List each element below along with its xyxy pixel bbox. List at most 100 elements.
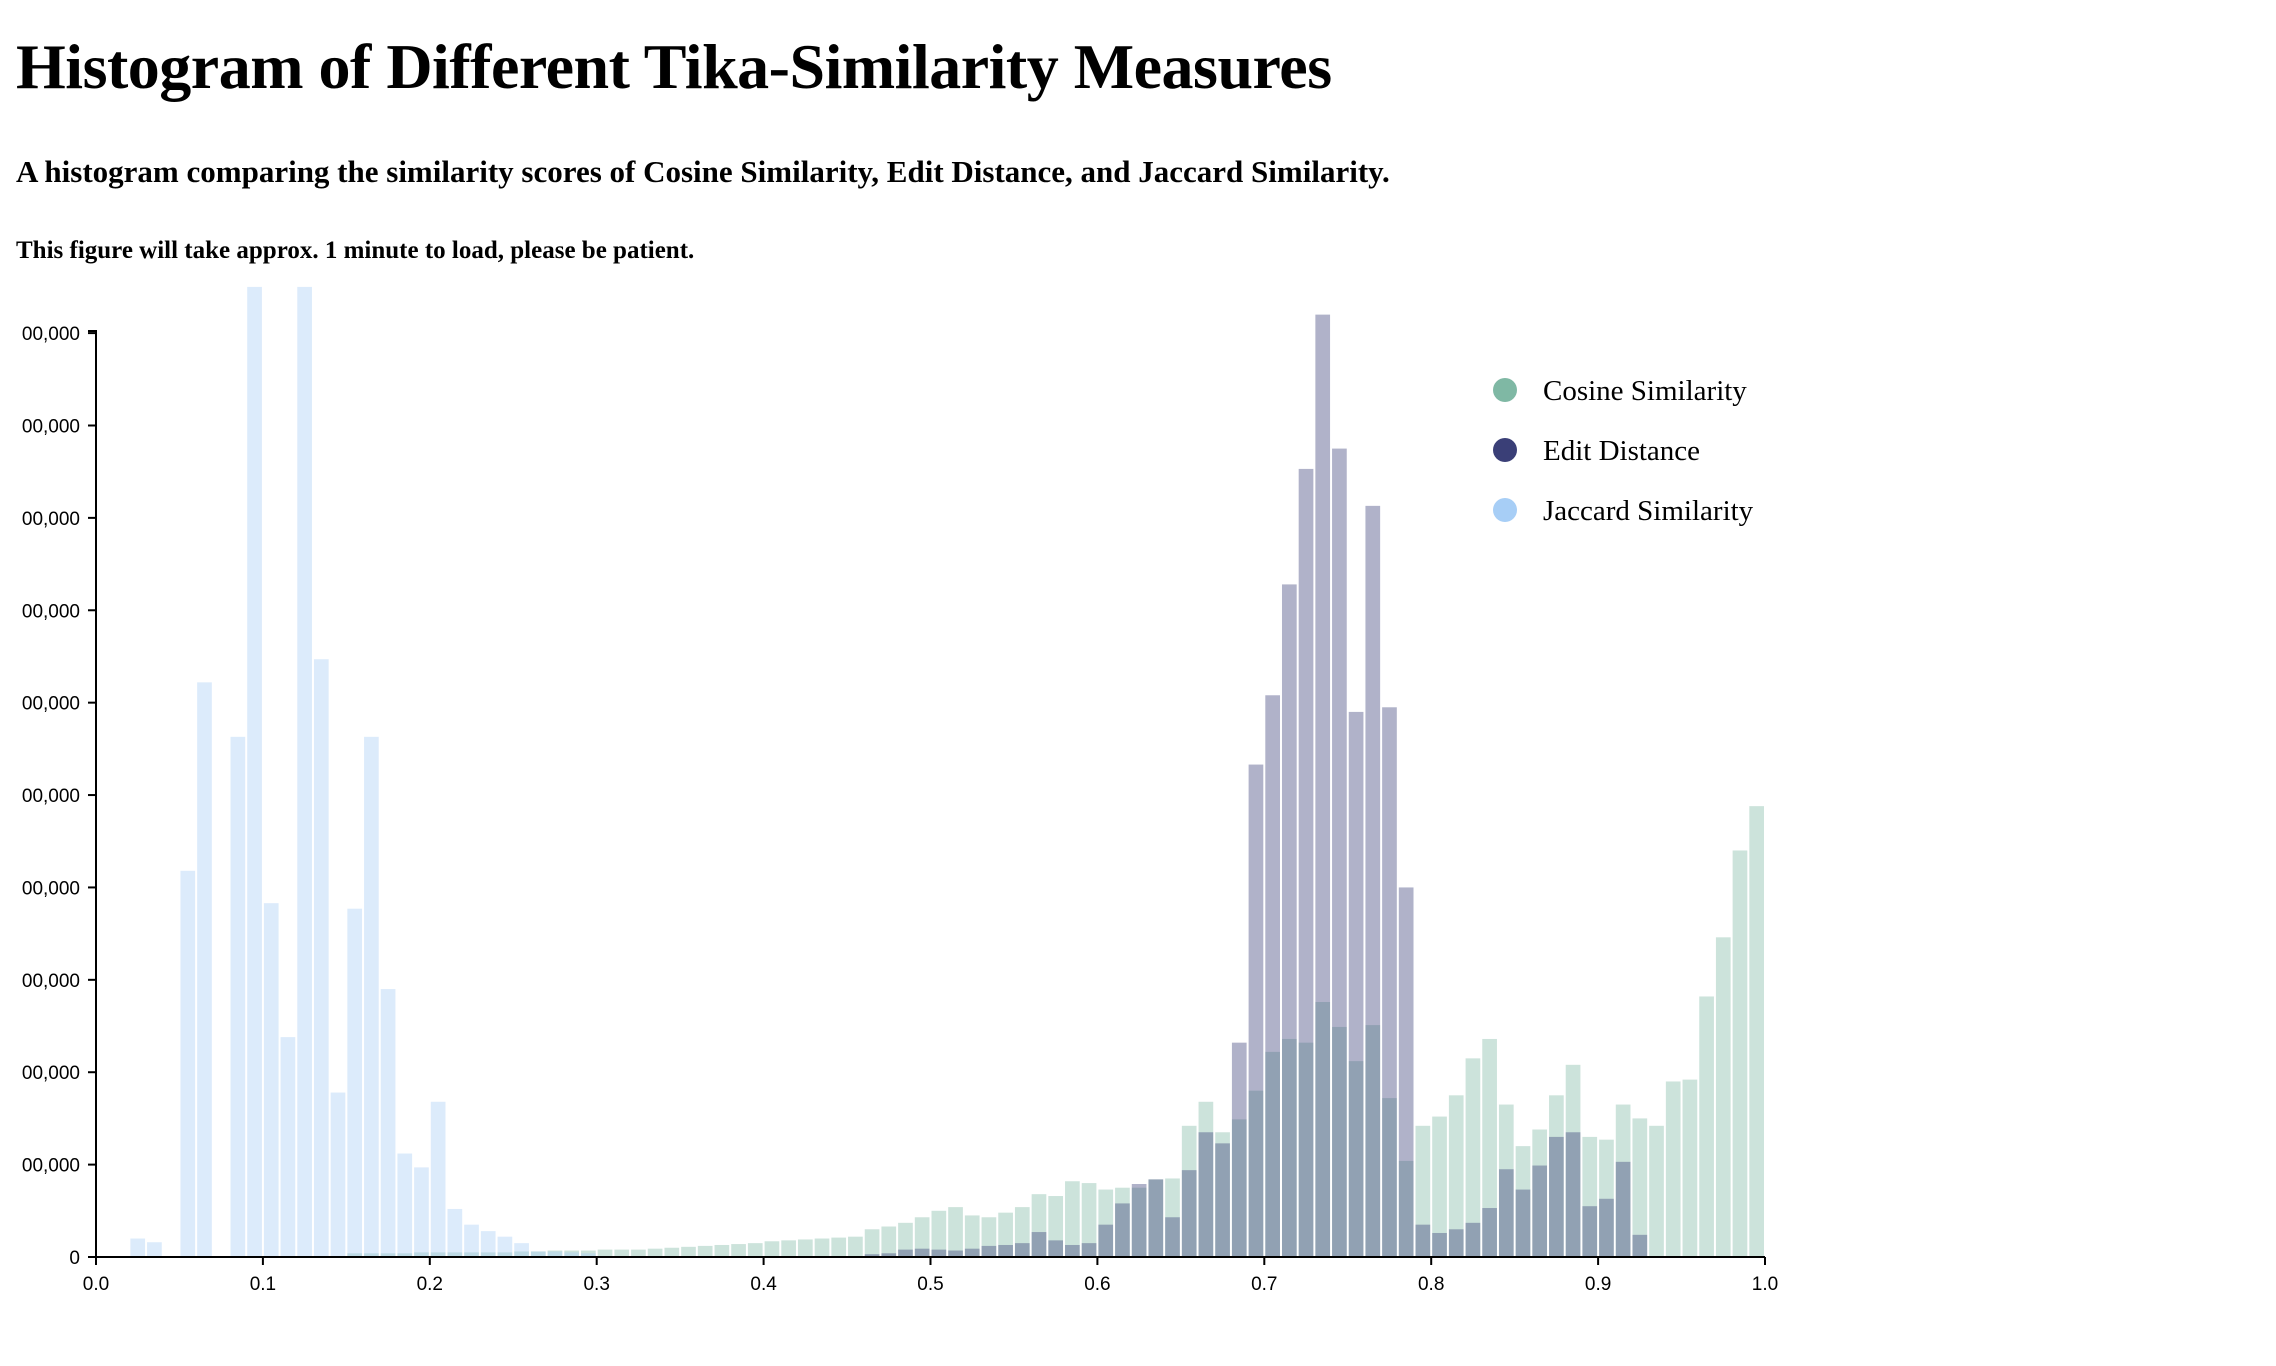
- bar-series-0: [1215, 1132, 1230, 1257]
- bar-series-1: [1398, 887, 1414, 1257]
- bar-series-2: [497, 1236, 513, 1257]
- bar-series-0: [1014, 1207, 1030, 1257]
- bar-series-1: [1014, 1243, 1030, 1257]
- bar-series-0: [1315, 1002, 1331, 1257]
- bar-series-2: [464, 1224, 479, 1257]
- bar-series-1: [1048, 1240, 1064, 1257]
- bar-series-0: [364, 1253, 379, 1257]
- bar-series-2: [197, 682, 212, 1257]
- bar-series-1: [1315, 314, 1331, 1257]
- bar-series-1: [1332, 448, 1347, 1258]
- bar-series-1: [1348, 711, 1364, 1257]
- bar-series-0: [647, 1248, 663, 1257]
- legend-marker: [1493, 498, 1517, 522]
- bar-series-0: [697, 1245, 713, 1257]
- bar-series-1: [1382, 707, 1397, 1257]
- bar-series-2: [530, 1251, 546, 1257]
- bar-series-0: [614, 1249, 630, 1257]
- bar-series-0: [964, 1215, 980, 1257]
- y-tick-label: 00,000: [22, 324, 80, 345]
- x-tick-label: 0.8: [1418, 1274, 1444, 1295]
- bar-series-0: [1131, 1187, 1147, 1257]
- bar-series-2: [364, 736, 379, 1257]
- bar-series-0: [1048, 1196, 1064, 1257]
- bar-series-1: [1515, 1189, 1531, 1257]
- bar-series-0: [414, 1252, 429, 1257]
- bar-series-0: [731, 1244, 746, 1257]
- x-tick-label: 0.2: [417, 1274, 443, 1295]
- bar-series-0: [530, 1251, 546, 1257]
- bar-series-0: [1465, 1058, 1481, 1257]
- loading-note: This figure will take approx. 1 minute t…: [16, 237, 695, 264]
- bar-series-0: [1515, 1146, 1531, 1257]
- bar-series-1: [1632, 1234, 1648, 1257]
- bar-series-0: [1165, 1178, 1180, 1257]
- bar-series-1: [1131, 1184, 1147, 1257]
- bar-series-0: [1649, 1125, 1664, 1257]
- bar-series-2: [230, 736, 246, 1257]
- y-tick-label: 00,000: [22, 416, 80, 437]
- bar-series-0: [480, 1252, 496, 1257]
- x-tick-label: 0.1: [250, 1274, 276, 1295]
- x-tick-label: 0.0: [83, 1274, 109, 1295]
- bar-series-0: [1181, 1125, 1197, 1257]
- bar-series-0: [1348, 1061, 1364, 1257]
- bar-series-0: [1298, 1042, 1314, 1257]
- bar-series-0: [1081, 1183, 1097, 1257]
- bar-series-0: [347, 1253, 363, 1257]
- x-tick-label: 1.0: [1752, 1274, 1778, 1295]
- bar-series-2: [430, 1101, 446, 1257]
- bar-series-1: [1432, 1232, 1447, 1257]
- bar-series-0: [1365, 1025, 1381, 1257]
- bar-series-0: [397, 1253, 413, 1257]
- page-title: Histogram of Different Tika-Similarity M…: [16, 31, 1332, 102]
- x-tick-label: 0.9: [1585, 1274, 1611, 1295]
- bar-series-1: [1231, 1042, 1247, 1257]
- bar-series-0: [1448, 1095, 1464, 1257]
- bar-series-0: [1382, 1098, 1397, 1257]
- bar-series-1: [1549, 1136, 1564, 1257]
- bar-series-0: [948, 1207, 963, 1257]
- bar-series-0: [1615, 1104, 1631, 1257]
- bar-series-0: [1665, 1081, 1681, 1257]
- bar-series-1: [1181, 1170, 1197, 1257]
- bar-series-1: [881, 1253, 897, 1257]
- bar-series-0: [1632, 1118, 1648, 1257]
- y-tick-label: 00,000: [22, 786, 80, 807]
- bar-series-1: [1448, 1229, 1464, 1257]
- bar-series-0: [1332, 1026, 1347, 1257]
- y-tick-label: 00,000: [22, 694, 80, 715]
- bar-series-2: [180, 870, 196, 1257]
- y-tick-label: 00,000: [22, 878, 80, 899]
- bar-series-1: [864, 1254, 880, 1257]
- bar-series-0: [1532, 1129, 1548, 1257]
- bar-series-1: [981, 1245, 997, 1257]
- y-tick-label: 00,000: [22, 601, 80, 622]
- bar-series-0: [547, 1250, 563, 1257]
- bar-series-2: [564, 1252, 580, 1257]
- bar-series-1: [1248, 764, 1264, 1257]
- bar-series-1: [1365, 505, 1381, 1257]
- bar-series-0: [597, 1249, 613, 1257]
- bar-series-0: [898, 1222, 913, 1257]
- bar-series-1: [964, 1248, 980, 1257]
- bar-series-1: [998, 1244, 1013, 1257]
- bar-series-0: [447, 1252, 463, 1257]
- bar-series-1: [1298, 468, 1314, 1257]
- x-tick-label: 0.3: [583, 1274, 609, 1295]
- bar-series-2: [130, 1238, 146, 1257]
- bar-series-0: [814, 1238, 830, 1257]
- bar-series-0: [747, 1243, 763, 1257]
- x-tick-label: 0.7: [1251, 1274, 1277, 1295]
- bar-series-2: [147, 1242, 162, 1257]
- bar-series-1: [1148, 1179, 1164, 1257]
- bar-series-0: [581, 1250, 596, 1257]
- bar-series-0: [1281, 1038, 1297, 1257]
- bar-series-2: [297, 286, 312, 1257]
- bar-series-0: [1031, 1194, 1047, 1257]
- y-tick-label: 0: [69, 1248, 80, 1269]
- axes: 0.0 0.1 0.2 0.3 0.4 0.5 0.6 0.7 0.8 0.9 1.0 0 00,000…: [22, 324, 1778, 1295]
- bar-series-0: [564, 1250, 580, 1257]
- bar-series-0: [497, 1252, 513, 1257]
